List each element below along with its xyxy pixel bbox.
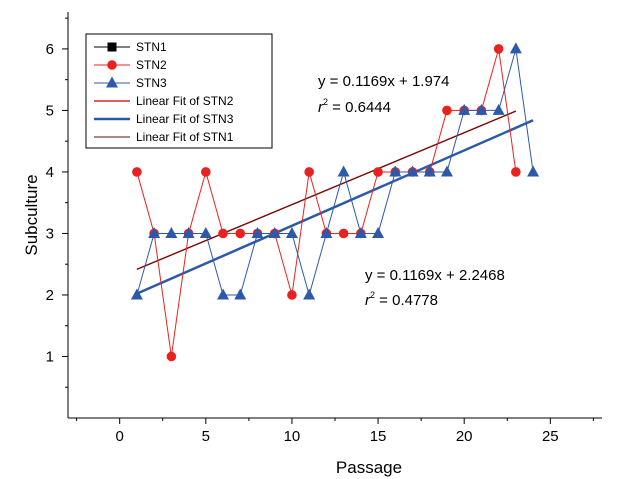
y-tick-label: 2 <box>46 287 54 304</box>
data-point <box>338 228 349 239</box>
fit-r2-2-value: = 0.4778 <box>375 292 438 309</box>
data-point <box>493 44 504 54</box>
data-point <box>304 167 314 177</box>
data-point <box>509 42 522 54</box>
data-point <box>217 288 230 300</box>
x-tick-label: 25 <box>542 428 559 445</box>
fit-r2-1-exp: 2 <box>323 97 328 107</box>
data-point <box>148 226 161 238</box>
data-point <box>511 167 521 177</box>
y-tick-label: 4 <box>46 164 54 181</box>
fit-lines <box>136 110 534 295</box>
fit-r2-2-exp: 2 <box>370 290 375 300</box>
data-point <box>406 165 419 177</box>
data-point <box>527 165 540 177</box>
data-point <box>440 165 453 177</box>
y-tick-label: 6 <box>46 41 54 58</box>
data-point <box>303 288 316 300</box>
data-point <box>251 226 264 238</box>
data-point <box>199 226 212 238</box>
fit-equation-2: y = 0.1169x + 2.2468 <box>365 267 505 284</box>
fit-line <box>136 119 534 295</box>
data-point <box>389 165 402 177</box>
fit-r2-1: r2 = 0.6444 <box>318 97 391 116</box>
data-point <box>373 167 383 177</box>
data-point <box>235 228 246 239</box>
series-stn3 <box>130 42 540 300</box>
data-point <box>320 226 333 238</box>
data-point <box>132 167 142 177</box>
data-point <box>442 105 452 116</box>
data-point <box>458 103 471 115</box>
data-point <box>268 226 281 238</box>
data-point <box>492 103 505 115</box>
data-point <box>166 351 177 362</box>
data-point <box>201 167 211 177</box>
data-point <box>287 290 297 300</box>
legend-label: STN2 <box>136 58 167 72</box>
data-point <box>234 288 247 300</box>
fit-r2-1-letter: r <box>318 99 324 116</box>
y-tick-label: 1 <box>46 348 54 365</box>
x-axis-title: Passage <box>336 458 402 477</box>
data-point <box>182 226 195 238</box>
data-point <box>354 226 367 238</box>
data-point <box>337 165 350 177</box>
legend-label: Linear Fit of STN1 <box>136 130 234 144</box>
y-tick-label: 3 <box>46 225 54 242</box>
data-point <box>218 228 228 239</box>
legend-label: STN1 <box>136 40 167 54</box>
fit-r2-2-letter: r <box>365 292 371 309</box>
legend-box <box>85 33 273 149</box>
x-tick-label: 20 <box>456 428 473 445</box>
legend-label: STN3 <box>136 76 167 90</box>
x-tick-label: 10 <box>284 428 301 445</box>
data-series <box>130 42 540 362</box>
fit-r2-2: r2 = 0.4778 <box>365 290 438 309</box>
data-point <box>423 165 436 177</box>
legend: STN1 STN2 STN3 Linear Fit of STN2 Linear Fit… <box>85 33 273 149</box>
legend-label: Linear Fit of STN3 <box>136 112 234 126</box>
x-tick-label: 0 <box>116 428 124 445</box>
y-axis-title: Subculture <box>22 174 41 255</box>
legend-marker <box>106 76 118 88</box>
legend-marker <box>107 42 117 52</box>
axes: 0 5 10 15 20 25 1 2 3 4 5 6 <box>46 12 602 445</box>
data-point <box>165 226 178 238</box>
y-tick-label: 5 <box>46 102 54 119</box>
fit-equation-1: y = 0.1169x + 1.974 <box>318 73 450 90</box>
fit-r2-1-value: = 0.6444 <box>328 99 391 116</box>
data-point <box>130 288 143 300</box>
x-tick-label: 15 <box>370 428 387 445</box>
x-tick-label: 5 <box>202 428 210 445</box>
fit-annotations: y = 0.1169x + 1.974 r2 = 0.6444 y = 0.11… <box>318 73 505 309</box>
legend-marker <box>107 60 117 70</box>
data-point <box>475 103 488 115</box>
legend-label: Linear Fit of STN2 <box>136 94 234 108</box>
data-point <box>285 226 298 238</box>
data-point <box>372 226 385 238</box>
fit-line <box>136 110 517 270</box>
